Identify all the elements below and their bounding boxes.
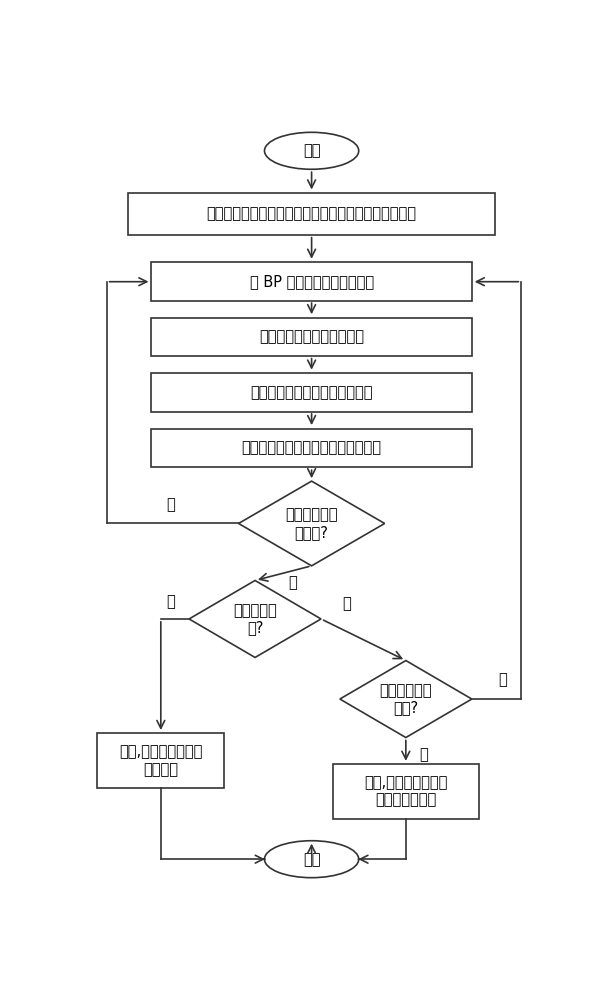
Text: 训练样本都输
入网络?: 训练样本都输 入网络? xyxy=(285,507,338,540)
Bar xyxy=(151,429,472,467)
Text: 否: 否 xyxy=(498,672,507,687)
Text: 超过最大训练
次数?: 超过最大训练 次数? xyxy=(379,683,432,715)
Bar xyxy=(151,262,472,301)
Text: 失败,网络在迭代次数
限制内不能收敛: 失败,网络在迭代次数 限制内不能收敛 xyxy=(364,775,447,808)
Text: 结束: 结束 xyxy=(303,852,320,867)
Bar xyxy=(151,318,472,356)
Text: 是: 是 xyxy=(166,595,174,610)
Polygon shape xyxy=(340,661,472,738)
Ellipse shape xyxy=(264,132,359,169)
Text: 误差满足要
求?: 误差满足要 求? xyxy=(233,603,277,635)
Ellipse shape xyxy=(264,841,359,878)
Text: 开始: 开始 xyxy=(303,143,320,158)
Text: 是: 是 xyxy=(288,575,297,590)
Text: 否: 否 xyxy=(342,596,351,611)
Text: 给出训练样本，初始化网络各神经元的连接权值和阈值: 给出训练样本，初始化网络各神经元的连接权值和阈值 xyxy=(207,206,416,221)
Text: 调整网络各神经元的连接权值和阈值: 调整网络各神经元的连接权值和阈值 xyxy=(241,441,382,456)
Bar xyxy=(97,733,224,788)
Text: 通过网络计算得到输出结果: 通过网络计算得到输出结果 xyxy=(259,330,364,345)
Bar xyxy=(151,373,472,412)
Polygon shape xyxy=(238,481,385,566)
Text: 否: 否 xyxy=(166,497,174,512)
Polygon shape xyxy=(189,580,321,657)
Bar xyxy=(128,193,496,235)
Text: 向 BP 网络输入一个训练样本: 向 BP 网络输入一个训练样本 xyxy=(249,274,374,289)
Text: 是: 是 xyxy=(420,747,428,762)
Text: 计算输出结果与期望结果的误差: 计算输出结果与期望结果的误差 xyxy=(250,385,373,400)
Bar xyxy=(333,764,479,819)
Text: 成功,存储网络结构和
其他参数: 成功,存储网络结构和 其他参数 xyxy=(119,744,202,777)
